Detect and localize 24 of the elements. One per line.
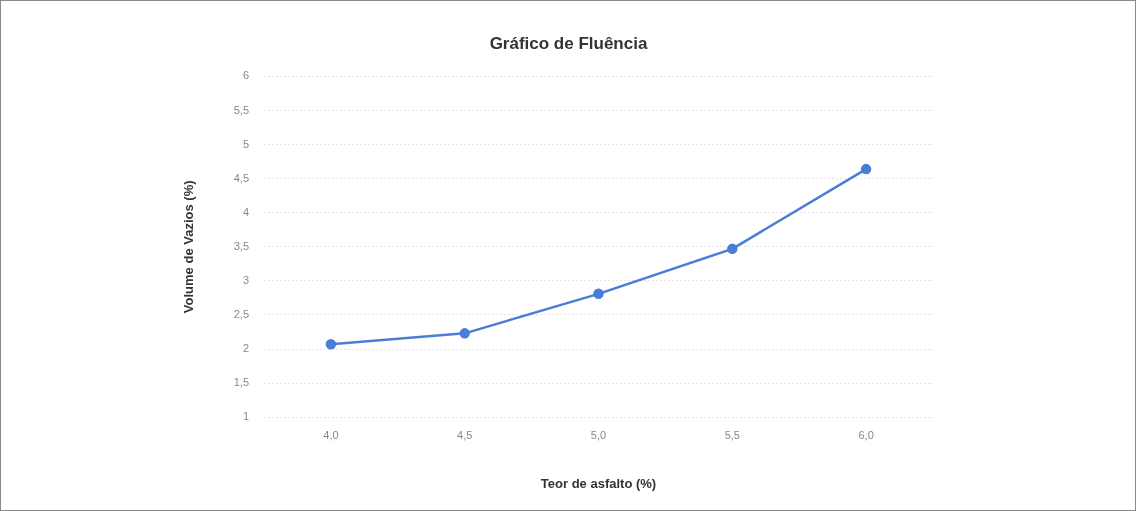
y-tick-label: 3,5 bbox=[233, 239, 249, 252]
y-tick-label: 1 bbox=[242, 410, 249, 423]
y-tick-label: 1,5 bbox=[233, 376, 249, 389]
y-tick-label: 4,5 bbox=[233, 171, 249, 184]
point bbox=[593, 288, 604, 300]
y-tick-label: 3 bbox=[242, 273, 249, 286]
point bbox=[727, 243, 738, 255]
y-tick-label: 6 bbox=[242, 69, 249, 82]
x-tick-label: 6,0 bbox=[858, 428, 874, 441]
x-tick-label: 4,5 bbox=[457, 428, 473, 441]
y-tick-label: 4 bbox=[242, 205, 249, 218]
x-tick-label: 5,0 bbox=[590, 428, 607, 441]
y-tick-label: 5,5 bbox=[233, 103, 249, 116]
point bbox=[325, 339, 337, 350]
x-tick-label: 4,0 bbox=[323, 428, 339, 441]
y-tick-label: 2 bbox=[242, 342, 249, 355]
y-tick-label: 5 bbox=[242, 137, 249, 150]
y-axis-title: Volume de Vazios (%) bbox=[180, 180, 196, 314]
y-tick-label: 2,5 bbox=[233, 307, 249, 320]
point bbox=[860, 163, 872, 175]
point bbox=[459, 328, 470, 339]
x-axis-title: Teor de asfalto (%) bbox=[540, 475, 657, 491]
x-tick-label: 5,5 bbox=[724, 428, 740, 441]
chart-title: Gráfico de Fluência bbox=[489, 33, 648, 53]
